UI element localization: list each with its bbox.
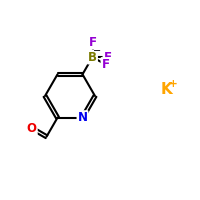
Text: F: F — [104, 51, 112, 64]
Text: +: + — [169, 79, 177, 89]
Text: −: − — [93, 46, 101, 56]
Text: N: N — [78, 111, 88, 124]
Text: F: F — [101, 58, 109, 71]
Text: O: O — [27, 122, 37, 135]
Text: B: B — [88, 51, 97, 64]
Text: F: F — [88, 36, 96, 49]
Text: K: K — [160, 82, 172, 98]
